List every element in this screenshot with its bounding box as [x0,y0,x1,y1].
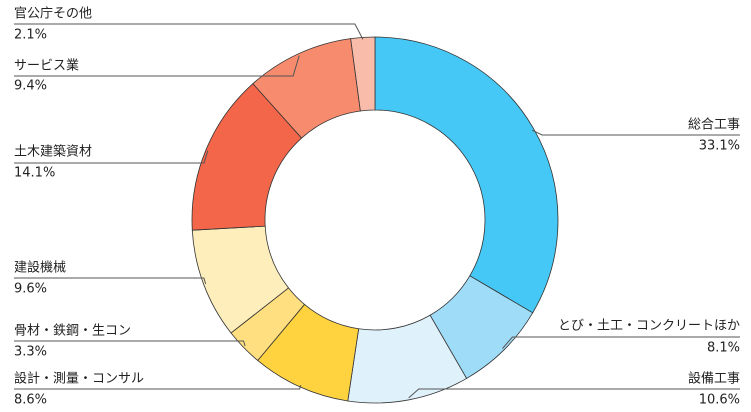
leader-line [14,384,302,390]
value-label: 10.6% [699,393,740,408]
leader-line [531,129,740,136]
value-label: 14.1% [14,166,55,181]
slice [374,36,559,314]
value-label: 33.1% [699,139,740,154]
slice [350,36,376,112]
leader-line [14,340,246,347]
leader-line [14,150,209,164]
slice-label: 総合工事 [688,118,740,133]
slice-label: 設備工事 [688,371,740,387]
value-label: 3.3% [14,345,47,360]
leader-line [502,336,740,349]
value-label: 2.1% [14,28,47,43]
slice-label: 骨材・鉄鋼・生コン [14,324,131,339]
leader-line [14,277,207,284]
slice-label: 建設機械 [14,260,66,276]
slice-label: とび・土工・コンクリートほか [558,319,740,334]
value-label: 9.6% [14,282,47,297]
value-label: 8.1% [707,341,740,356]
leader-line [408,388,740,399]
slice-label: サービス業 [14,58,79,74]
leader-line [14,55,300,77]
slice-label: 土木建築資材 [14,145,92,160]
value-label: 9.4% [14,79,47,94]
slice-label: 官公庁その他 [14,6,92,22]
leader-line [14,23,364,40]
value-label: 8.6% [14,393,47,408]
slice-label: 設計・測量・コンサル [14,371,144,387]
